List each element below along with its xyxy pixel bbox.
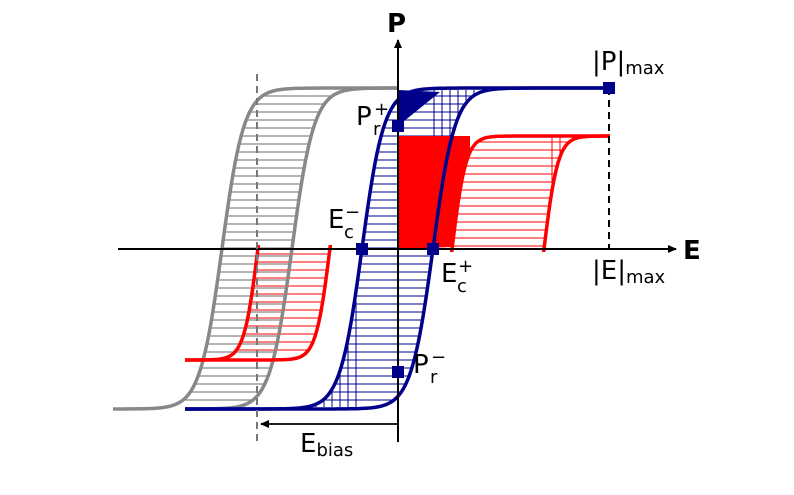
pr-minus-marker [392, 366, 404, 378]
e-max-label: |E|max [592, 256, 666, 288]
red-lower-right-branch [185, 245, 333, 362]
red-upper-right-branch [541, 134, 610, 252]
blue-solid-fill [398, 90, 440, 126]
red-upper-left-branch [449, 134, 610, 252]
x-axis-title: E [683, 236, 701, 266]
red-solid-fill [398, 136, 470, 249]
pr-plus-marker [392, 120, 404, 132]
y-axis-title: P [387, 9, 406, 39]
ec-plus-label: E+ c [441, 256, 473, 297]
ec-minus-label: E− c [328, 202, 360, 243]
ec-minus-marker [356, 243, 368, 255]
p-max-label: |P|max [592, 47, 665, 79]
pr-minus-label: P − r [413, 347, 446, 388]
solid-filled-regions [398, 90, 470, 249]
e-bias-label: Ebias [300, 429, 353, 461]
p-max-marker [603, 82, 615, 94]
pr-plus-label: P + r [356, 99, 389, 140]
ec-plus-marker [427, 243, 439, 255]
